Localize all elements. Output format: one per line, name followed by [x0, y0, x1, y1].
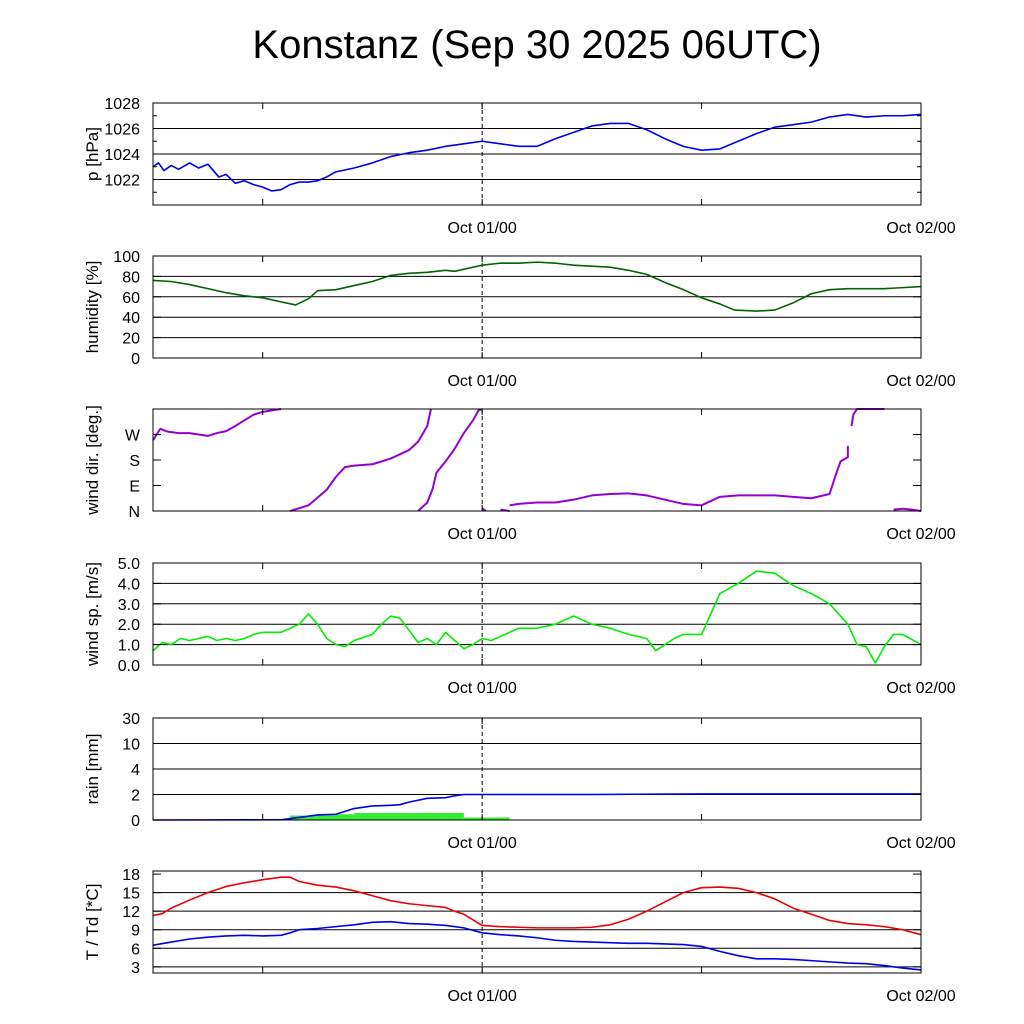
winddir-series-segment [152, 408, 282, 441]
temperature-tick-label: 15 [122, 886, 140, 903]
winddir-tick-label: N [128, 504, 140, 521]
rain-bar [445, 812, 464, 820]
humidity-axis-label: humidity [%] [83, 261, 102, 354]
windspeed-axis-label: wind sp. [m/s] [83, 562, 102, 667]
winddir-series-segment [850, 408, 885, 427]
winddir-series-segment [289, 408, 432, 512]
temperature-tick-label: 6 [131, 941, 140, 958]
x-tick-label: Oct 01/00 [447, 835, 516, 852]
windspeed-frame [152, 562, 922, 666]
x-tick-label: Oct 02/00 [886, 373, 955, 390]
winddir-tick-label: E [129, 479, 140, 496]
windspeed-tick-label: 0.0 [118, 658, 140, 675]
rain-panel: 0 2 4 10 30 Oct 01/00 Oct 02/00 rain [mm] [83, 711, 956, 852]
rain-tick-label: 0 [131, 813, 140, 830]
windspeed-tick-label: 3.0 [118, 597, 140, 614]
windspeed-panel: 0.0 1.0 2.0 3.0 4.0 5.0 Oct 01/00 Oct 02/00 wind… [83, 556, 956, 697]
temperature-tick-label: 9 [131, 923, 140, 940]
humidity-tick-label: 80 [122, 269, 140, 286]
x-tick-label: Oct 01/00 [447, 220, 516, 237]
rain-axis-label: rain [mm] [83, 734, 102, 805]
pressure-tick-label: 1024 [104, 147, 140, 164]
rain-tick-label: 2 [131, 788, 140, 805]
windspeed-tick-label: 2.0 [118, 617, 140, 634]
pressure-tick-label: 1028 [104, 96, 140, 113]
windspeed-tick-label: 1.0 [118, 638, 140, 655]
rain-line [152, 793, 921, 821]
winddir-series-segment [417, 408, 483, 512]
winddir-axis-label: wind dir. [deg.] [83, 405, 102, 516]
x-tick-label: Oct 01/00 [447, 526, 516, 543]
rain-bar [290, 815, 318, 820]
dewpoint-line [152, 920, 922, 971]
windspeed-line [152, 570, 922, 664]
rain-bar [463, 817, 510, 820]
x-tick-label: Oct 02/00 [886, 526, 955, 543]
humidity-line [152, 261, 922, 312]
rain-bar [317, 814, 355, 820]
pressure-axis-label: p [hPa] [83, 127, 102, 181]
humidity-tick-label: 20 [122, 331, 140, 348]
temperature-tick-label: 3 [131, 960, 140, 977]
winddir-tick-label: S [129, 453, 140, 470]
pressure-panel: 1022 1024 1026 1028 Oct 01/00 Oct 02/00 p [hPa… [83, 96, 956, 237]
x-tick-label: Oct 01/00 [447, 680, 516, 697]
humidity-frame [152, 255, 922, 359]
humidity-tick-label: 60 [122, 290, 140, 307]
windspeed-tick-label: 4.0 [118, 576, 140, 593]
pressure-tick-label: 1026 [104, 122, 140, 139]
humidity-tick-label: 100 [113, 249, 140, 266]
x-tick-label: Oct 02/00 [886, 680, 955, 697]
temperature-line [152, 876, 922, 936]
pressure-line [152, 113, 922, 192]
humidity-tick-label: 0 [131, 351, 140, 368]
winddir-series-segment [893, 507, 922, 512]
x-tick-label: Oct 01/00 [447, 988, 516, 1005]
rain-bar [354, 812, 446, 820]
rain-tick-label: 4 [131, 762, 140, 779]
humidity-panel: 0 20 40 60 80 100 Oct 01/00 Oct 02/00 humidity [… [83, 249, 956, 390]
winddir-series-segment [509, 445, 849, 507]
windspeed-tick-label: 5.0 [118, 556, 140, 573]
temperature-tick-label: 12 [122, 904, 140, 921]
rain-tick-label: 30 [122, 711, 140, 728]
winddir-tick-label: W [125, 428, 141, 445]
temperature-axis-label: T / Td [*C] [83, 884, 102, 961]
temperature-tick-label: 18 [122, 867, 140, 884]
humidity-tick-label: 40 [122, 310, 140, 327]
pressure-tick-label: 1022 [104, 173, 140, 190]
winddir-frame [152, 408, 922, 512]
x-tick-label: Oct 02/00 [886, 220, 955, 237]
temperature-frame [152, 870, 922, 974]
x-tick-label: Oct 02/00 [886, 988, 955, 1005]
chart-title: Konstanz (Sep 30 2025 06UTC) [252, 23, 821, 67]
rain-tick-label: 10 [122, 737, 140, 754]
x-tick-label: Oct 02/00 [886, 835, 955, 852]
x-tick-label: Oct 01/00 [447, 373, 516, 390]
